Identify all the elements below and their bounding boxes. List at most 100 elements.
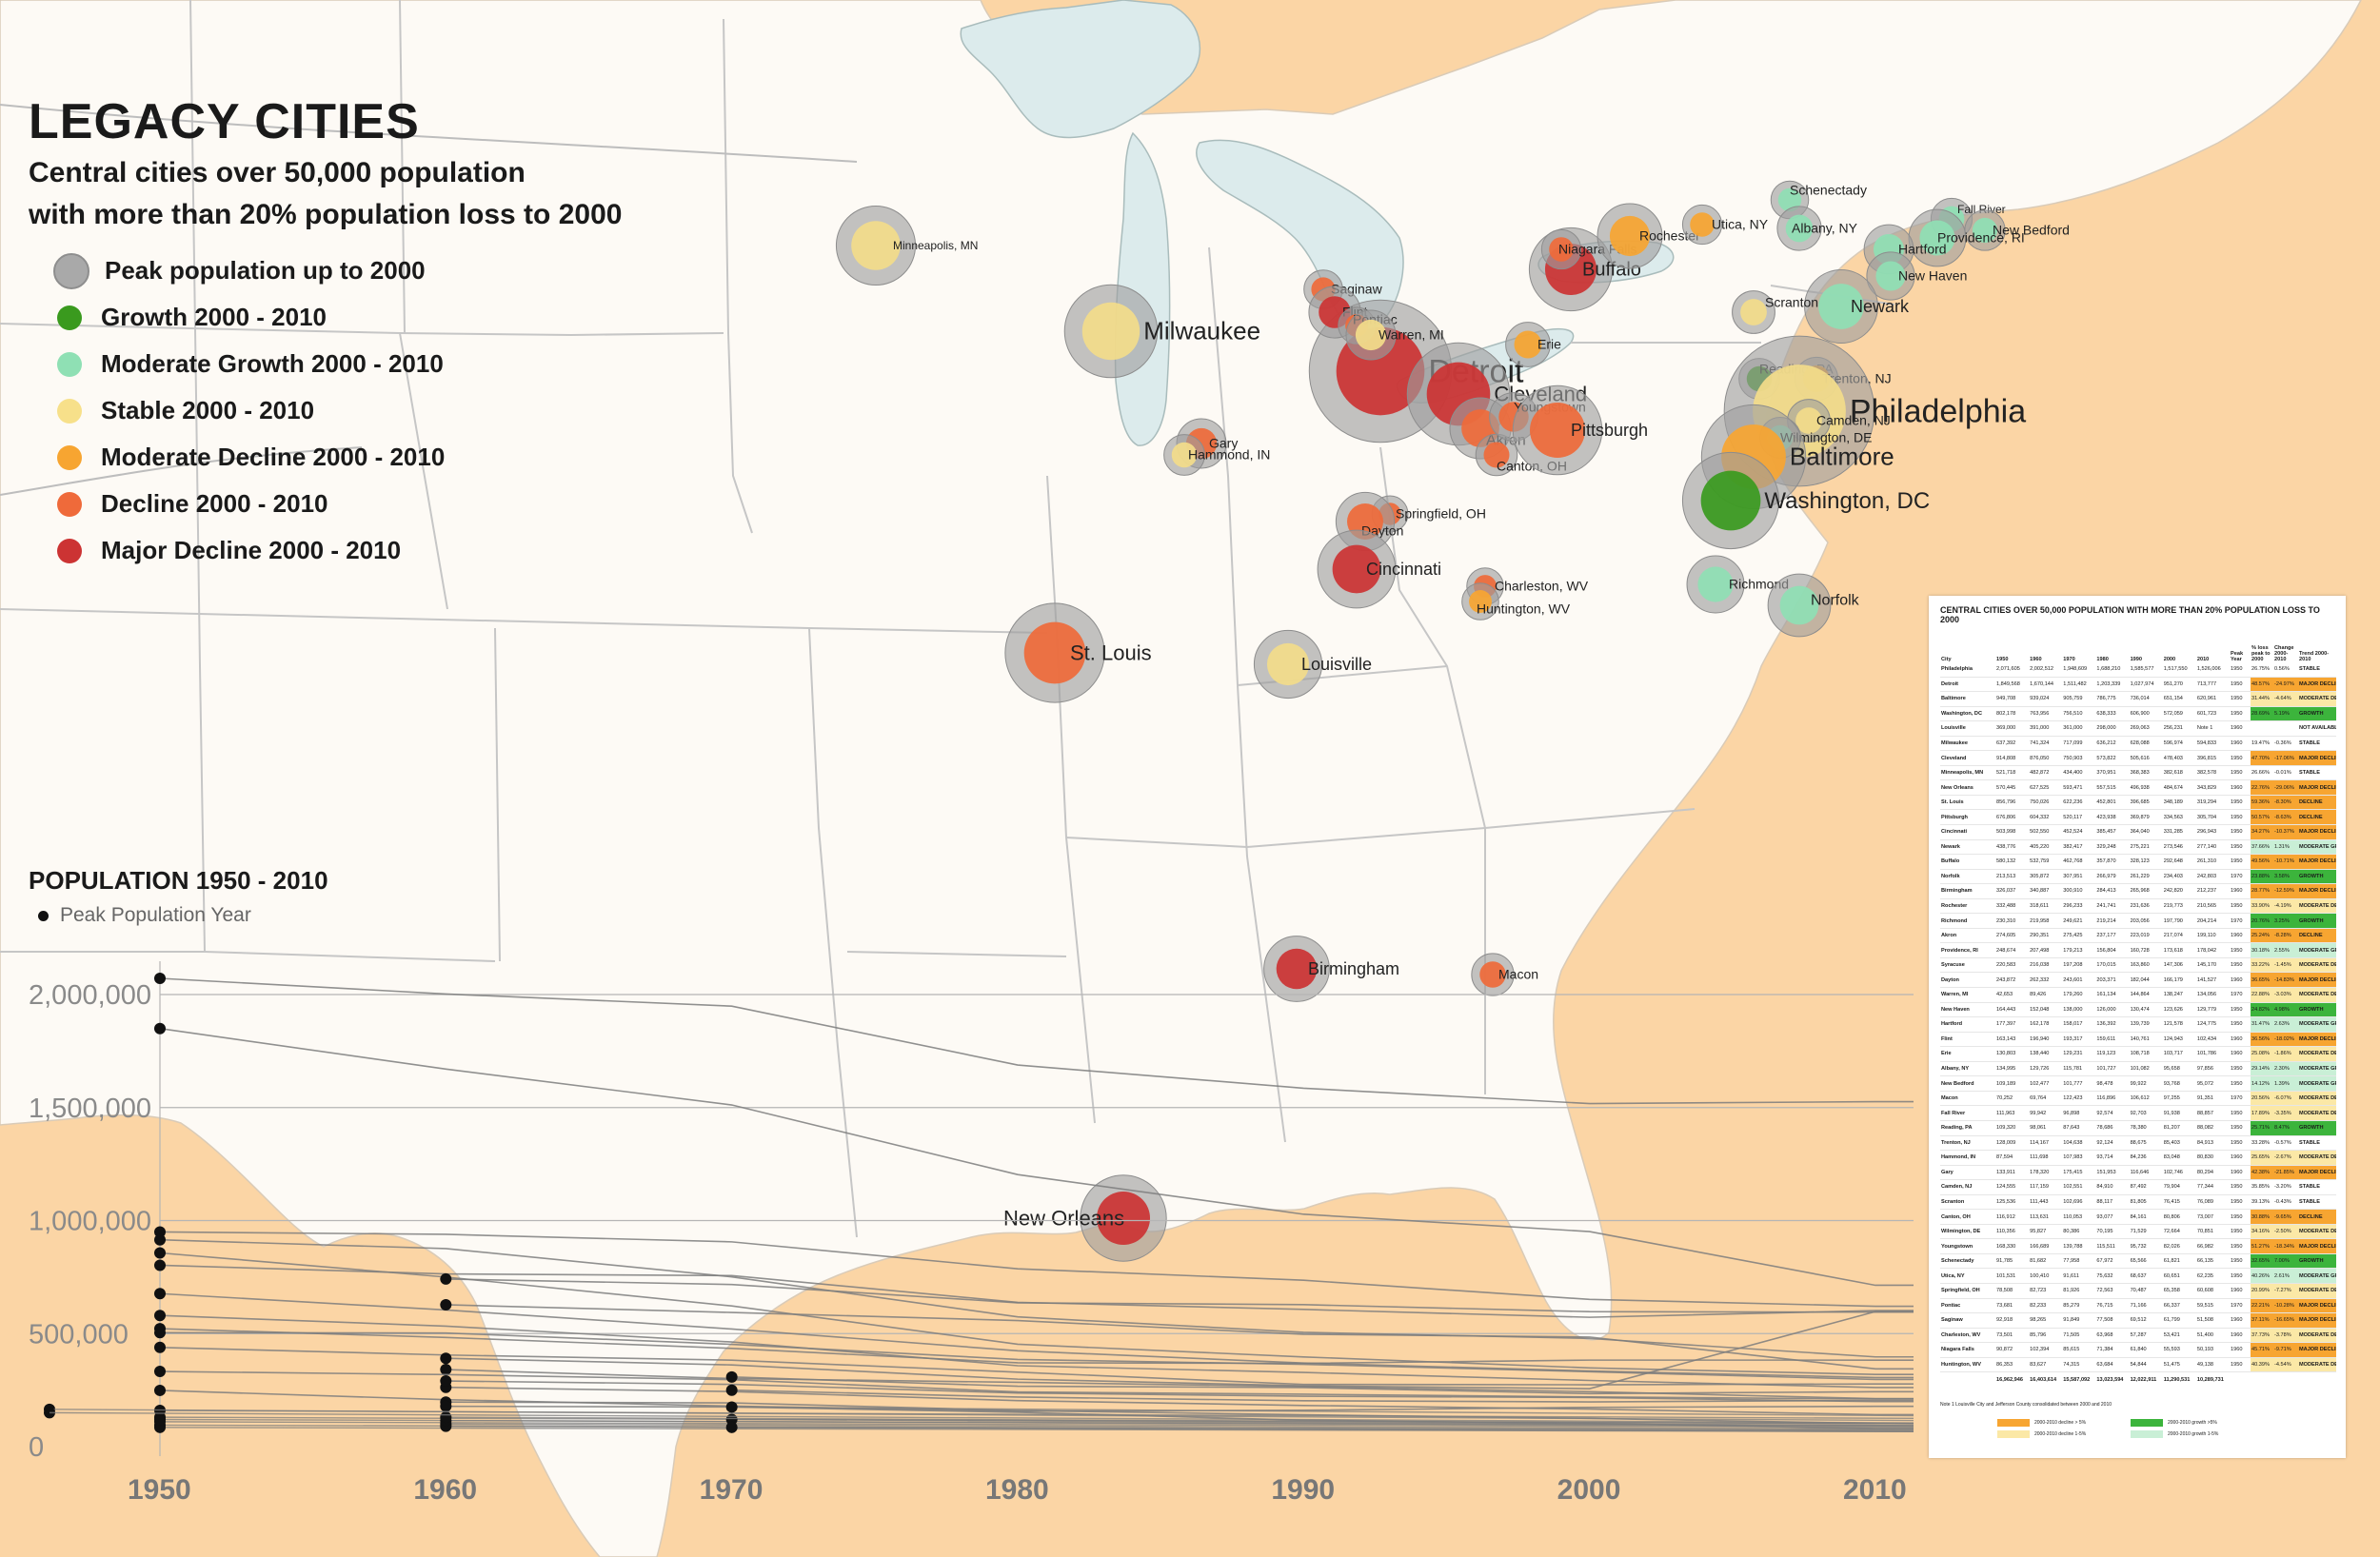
table-cell: 4.98%	[2273, 1002, 2298, 1018]
table-row: Washington, DC 802,178 763,956 756,510 638,3…	[1940, 706, 2336, 722]
city-utica-ny: Utica, NY	[1681, 204, 1769, 246]
city-providence-ri: Providence, RI	[1908, 208, 2025, 267]
table-cell-city: Erie	[1940, 1046, 1995, 1062]
table-key-item: 2000-2010 growth 1-5%	[2131, 1429, 2264, 1438]
current-population-circle	[1609, 215, 1651, 257]
table-cell: 17.89%	[2251, 1105, 2273, 1121]
small-series-line	[731, 1418, 1914, 1427]
peak-point-gary	[440, 1400, 452, 1412]
table-cell: 382,417	[2062, 839, 2096, 856]
current-population-circle	[1332, 544, 1381, 594]
table-cell: 1950	[2230, 1209, 2251, 1225]
table-cell: 242,803	[2195, 869, 2230, 885]
city-birmingham: Birmingham	[1263, 936, 1399, 1002]
table-cell: 129,779	[2195, 1002, 2230, 1018]
table-cell: 88,675	[2129, 1135, 2163, 1152]
table-cell-city: Cincinnati	[1940, 824, 1995, 840]
table-cell: 138,000	[2062, 1002, 2096, 1018]
table-cell: 1,511,482	[2062, 677, 2096, 693]
table-cell: MAJOR DECLINE	[2298, 854, 2336, 870]
current-population-circle	[1777, 187, 1802, 212]
table-cell: 361,000	[2062, 720, 2096, 737]
table-cell: GROWTH	[2298, 1002, 2336, 1018]
table-cell: 80,386	[2062, 1224, 2096, 1240]
table-cell: 905,759	[2062, 691, 2096, 707]
table-cell: 65,358	[2162, 1283, 2196, 1299]
table-row: Birmingham 326,037 340,887 300,910 284,413 26…	[1940, 883, 2336, 899]
peak-point-buffalo	[154, 1310, 166, 1322]
table-cell: 343,829	[2195, 779, 2230, 796]
table-cell: 145,170	[2195, 957, 2230, 974]
table-column-header: 1950	[1996, 657, 2009, 662]
city-rochester: Rochester	[1597, 203, 1700, 269]
table-row: Norfolk 213,513 305,872 307,951 266,979 261,2…	[1940, 869, 2336, 885]
dark-green-circle-icon	[57, 305, 82, 330]
table-cell: 1,688,210	[2095, 662, 2130, 678]
table-cell: -10.37%	[2273, 824, 2298, 840]
table-cell: 370,951	[2095, 765, 2130, 781]
table-cell: -24.97%	[2273, 677, 2298, 693]
table-cell: 331,285	[2162, 824, 2196, 840]
table-cell: 482,872	[2029, 765, 2063, 781]
table-cell: 275,221	[2129, 839, 2163, 856]
small-series-line	[731, 1427, 1914, 1432]
table-row: Scranton 125,536 111,443 102,696 88,117 81,80…	[1940, 1194, 2336, 1211]
table-cell: 2.61%	[2273, 1268, 2298, 1284]
population-chart-title: POPULATION 1950 - 2010	[29, 866, 328, 895]
table-cell: 116,896	[2095, 1091, 2130, 1107]
current-population-circle	[1514, 330, 1542, 359]
table-cell: 123,626	[2162, 1002, 2196, 1018]
table-cell: 92,574	[2095, 1105, 2130, 1121]
table-cell: 133,911	[1995, 1165, 2030, 1181]
table-cell: MODERATE GROWTH	[2298, 839, 2336, 856]
table-total-cell	[2273, 1372, 2298, 1387]
key-swatch-icon	[1997, 1429, 2030, 1438]
small-series-line	[446, 1416, 1914, 1425]
table-cell: 92,918	[1995, 1312, 2030, 1329]
current-population-circle	[1479, 961, 1506, 988]
table-cell: 67,972	[2095, 1253, 2130, 1270]
table-cell: 219,958	[2029, 913, 2063, 929]
table-cell: 102,746	[2162, 1165, 2196, 1181]
table-cell: 34.16%	[2251, 1224, 2273, 1240]
table-row: Hammond, IN 87,594 111,698 107,983 93,714 84,…	[1940, 1150, 2336, 1166]
city-label: New Orleans	[1003, 1206, 1124, 1230]
table-cell: 261,310	[2195, 854, 2230, 870]
table-cell: 596,974	[2162, 736, 2196, 752]
table-total-cell	[1940, 1372, 1995, 1387]
table-row: Minneapolis, MN 521,718 482,872 434,400 370,…	[1940, 765, 2336, 781]
table-cell: 20.56%	[2251, 1091, 2273, 1107]
table-cell: 713,777	[2195, 677, 2230, 693]
table-cell: 111,963	[1995, 1105, 2030, 1121]
city-markers: Minneapolis, MNMilwaukeeDetroitSaginawFl…	[835, 180, 2070, 1262]
page-title: LEGACY CITIES	[29, 94, 420, 149]
table-cell: 121,578	[2162, 1016, 2196, 1033]
table-cell: 1950	[2230, 691, 2251, 707]
table-cell: 30.88%	[2251, 1209, 2273, 1225]
legend-item-stable-2000-2010: Stable 2000 - 2010	[57, 387, 445, 434]
table-cell	[2251, 720, 2273, 737]
table-row: Warren, MI 42,653 89,426 179,260 161,134 144,…	[1940, 987, 2336, 1003]
table-cell: 25.08%	[2251, 1046, 2273, 1062]
table-cell: 34.27%	[2251, 824, 2273, 840]
table-cell: 340,887	[2029, 883, 2063, 899]
table-cell: 91,351	[2195, 1091, 2230, 1107]
table-cell: 160,728	[2129, 942, 2163, 958]
current-population-circle	[1023, 621, 1086, 684]
city-label: Newark	[1851, 297, 1910, 316]
table-cell: 40.39%	[2251, 1357, 2273, 1373]
legend-label: Moderate Growth 2000 - 2010	[101, 349, 444, 378]
table-cell: 1950	[2230, 1238, 2251, 1254]
table-cell-city: Gary	[1940, 1165, 1995, 1181]
peak-point-new-orleans	[440, 1298, 452, 1311]
city-buffalo: Buffalo	[1528, 227, 1641, 312]
key-label: 2000-2010 growth 1-5%	[2168, 1430, 2219, 1437]
table-cell: 241,741	[2095, 898, 2130, 915]
table-row: Saginaw 92,918 98,265 91,849 77,508 69,512 61,…	[1940, 1312, 2336, 1329]
table-cell-city: Detroit	[1940, 677, 1995, 693]
table-cell: -4.54%	[2273, 1357, 2298, 1373]
table-cell: 3.25%	[2273, 913, 2298, 929]
table-cell: 86,353	[1995, 1357, 2030, 1373]
table-cell: -17.06%	[2273, 750, 2298, 766]
table-cell: 99,942	[2029, 1105, 2063, 1121]
